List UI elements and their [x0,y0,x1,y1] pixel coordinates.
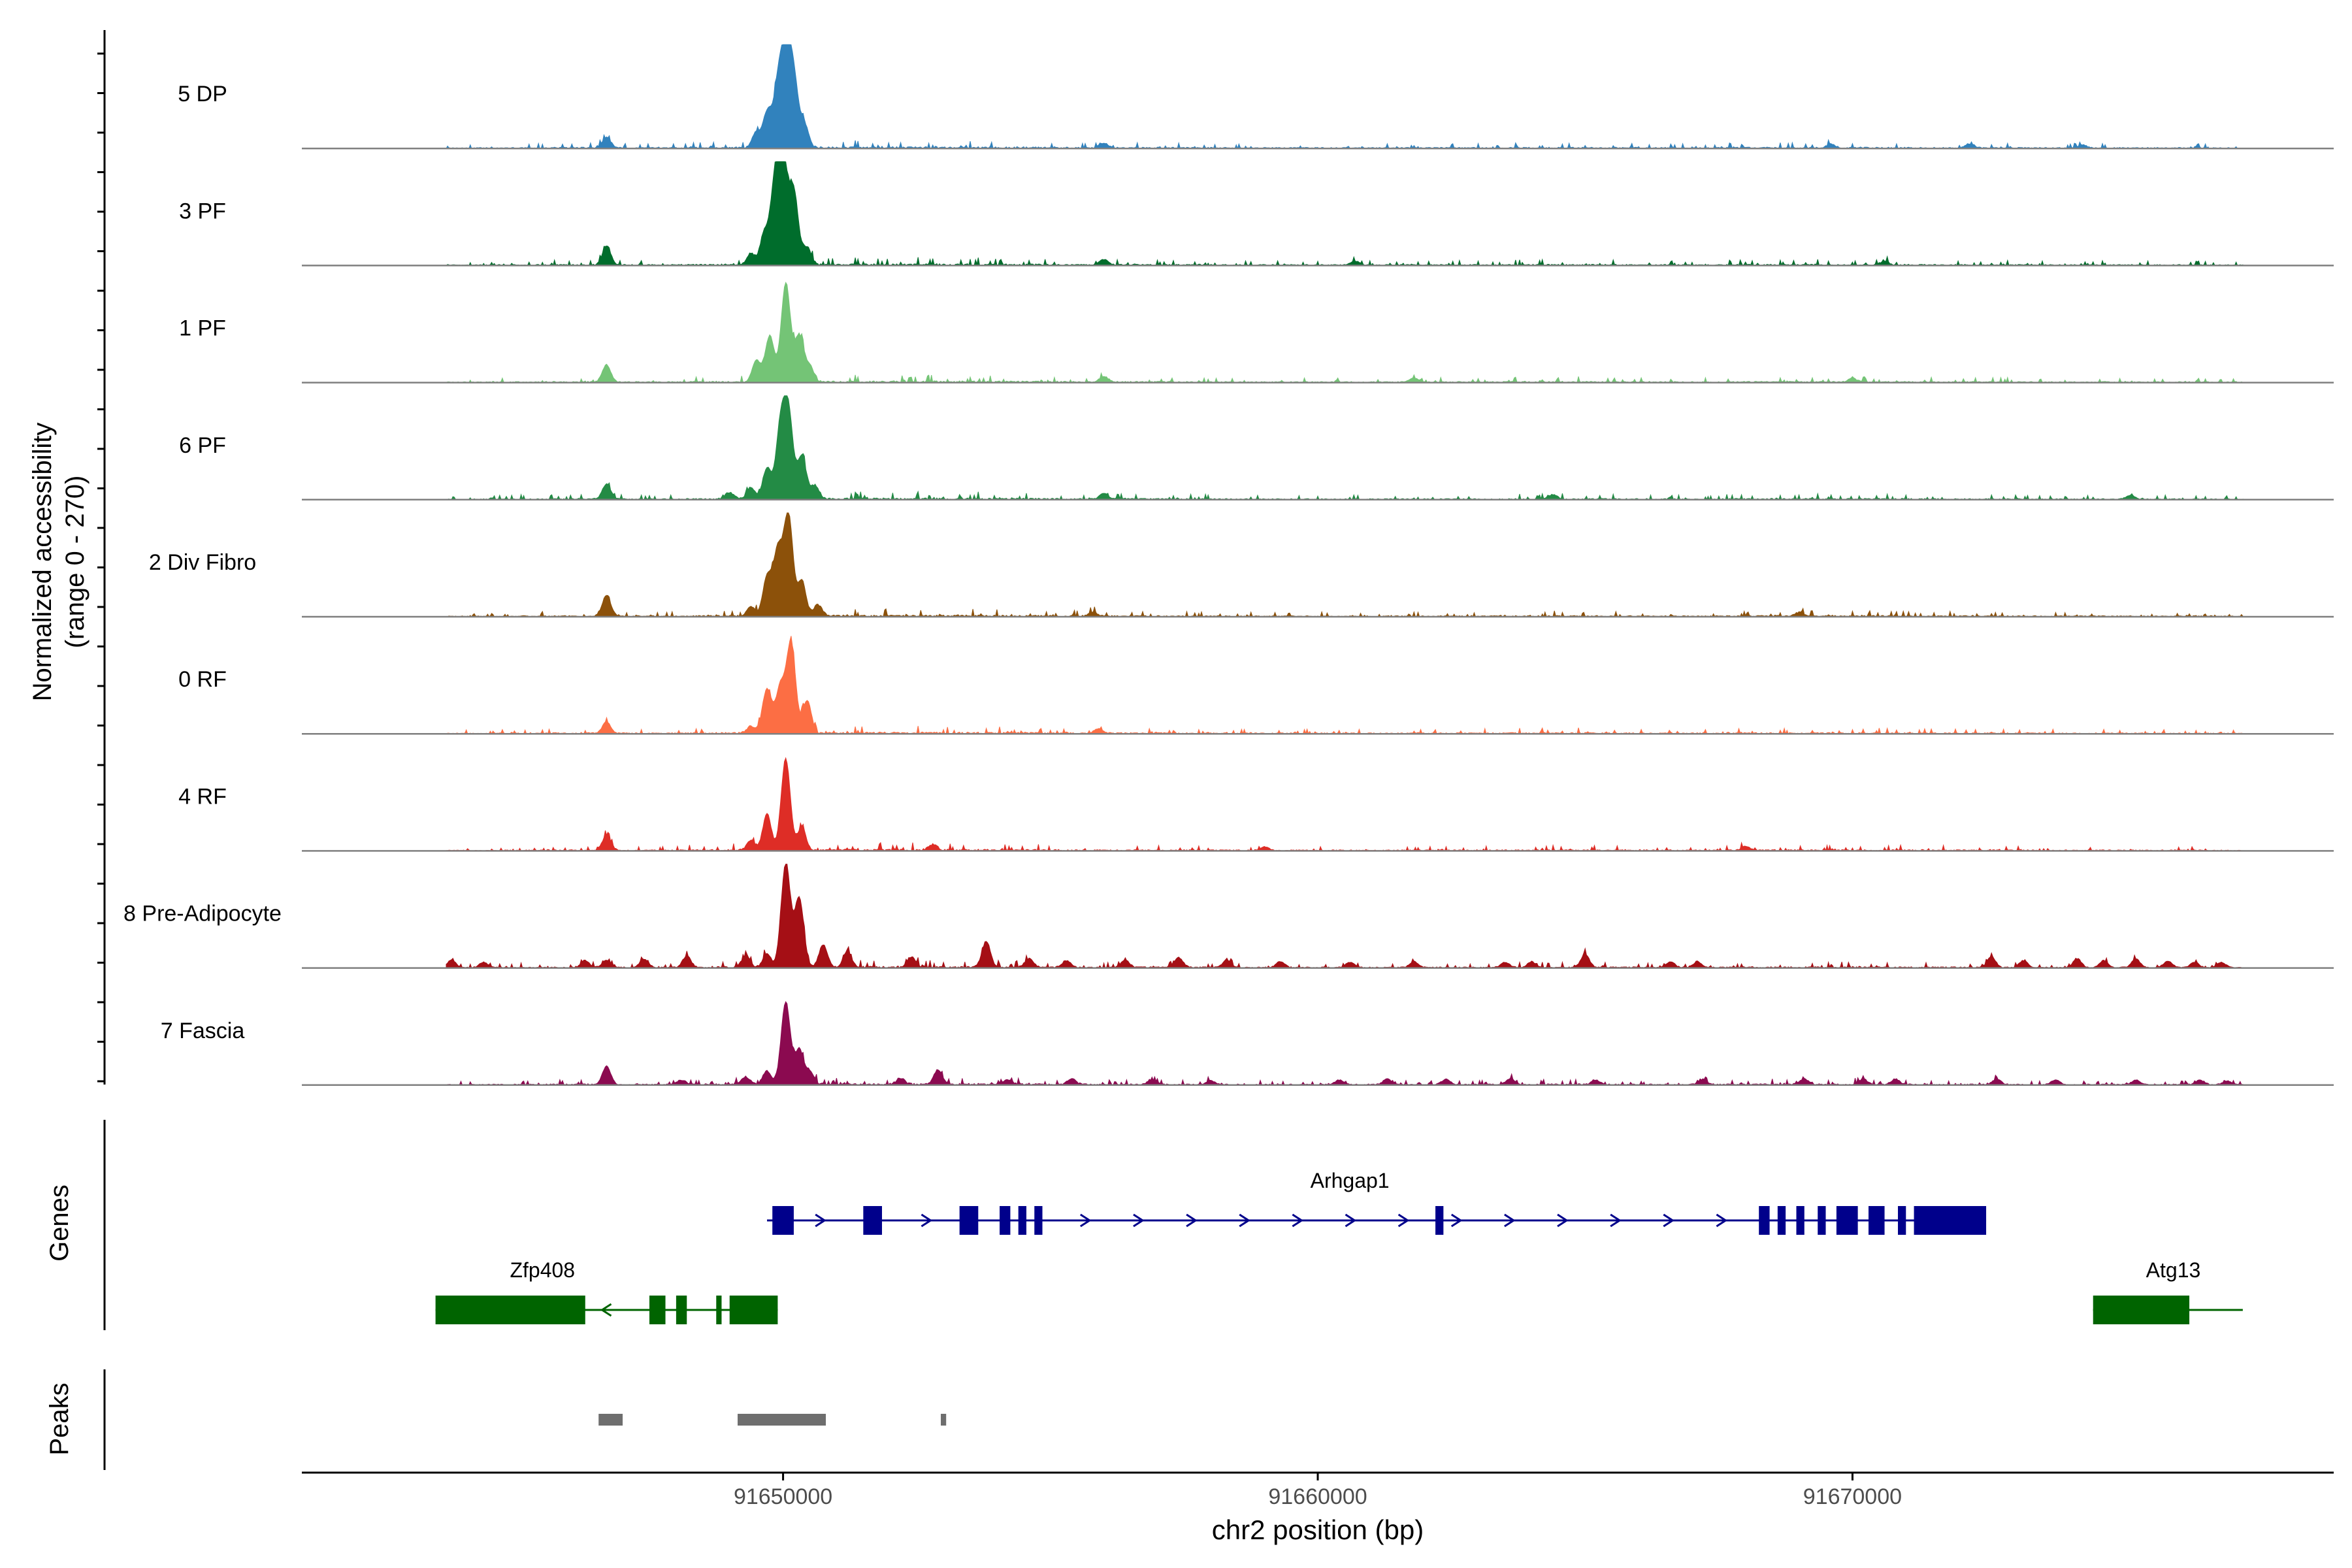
track-label-rf4: 4 RF [178,784,227,809]
gene-exon [1034,1206,1043,1235]
gene-exon [649,1296,666,1324]
gene-exon [959,1206,979,1235]
x-tick-label: 91670000 [1803,1484,1902,1509]
coverage-track-pre8: 8 Pre-Adipocyte [123,864,2334,969]
coverage-track-pf6: 6 PF [179,395,2334,501]
gene-exon [1914,1206,1987,1235]
strand-arrow [815,1213,826,1228]
strand-arrow [1079,1213,1092,1228]
y-axis-title-line2: (range 0 - 270) [61,476,90,649]
track-label-rf0: 0 RF [178,667,227,692]
strand-arrow [921,1213,933,1228]
x-tick-label: 91650000 [734,1484,832,1509]
genes-section-label: Genes [45,1184,74,1262]
x-tick-label: 91660000 [1268,1484,1367,1509]
gene-exon [863,1206,882,1235]
x-axis: 91650000 91660000 91670000 [302,1471,2334,1509]
peaks-section-label: Peaks [45,1382,74,1455]
gene-exon [435,1296,585,1324]
strand-arrow [600,1303,612,1317]
track-label-pf6: 6 PF [179,433,226,458]
gene-exon [1777,1206,1786,1235]
gene-exon [729,1296,778,1324]
strand-arrow [1450,1213,1463,1228]
gene-exon [1796,1206,1805,1235]
coverage-tracks: 5 DP 3 PF 1 PF 6 PF 2 Div Fibro 0 RF 4 RF 8 Pre… [97,30,2334,1086]
gene-exon [1435,1206,1444,1235]
peak-region [598,1414,623,1426]
strand-arrow [1239,1213,1250,1228]
strand-arrow [1292,1213,1304,1228]
coverage-track-fas7: 7 Fascia [161,1001,2334,1086]
peaks-track [103,1369,947,1470]
gene-exon [1897,1206,1906,1235]
coverage-track-pf3: 3 PF [179,161,2334,267]
gene-exon [772,1206,794,1235]
gene-label-atg13: Atg13 [2146,1258,2201,1282]
strand-arrow [1610,1213,1622,1228]
coverage-track-rf4: 4 RF [178,757,2334,852]
track-label-dp5: 5 DP [178,82,227,106]
gene-exon [676,1296,687,1324]
strand-arrow [1133,1213,1145,1228]
coverage-area-rf0 [446,636,2244,735]
coverage-track-dp5: 5 DP [178,44,2334,150]
coverage-track-div2: 2 Div Fibro [149,512,2334,618]
coverage-track-rf0: 0 RF [178,636,2334,735]
strand-arrow [1345,1213,1357,1228]
gene-exon [1000,1206,1011,1235]
gene-exon [2093,1296,2190,1324]
gene-exon [1018,1206,1026,1235]
strand-arrow [1504,1213,1516,1228]
strand-arrow [1397,1213,1410,1228]
coverage-track-pf1: 1 PF [179,282,2334,384]
gene-exon [1759,1206,1770,1235]
gene-exon [1836,1206,1858,1235]
y-axis-title-line1: Normalized accessibility [28,423,57,702]
peak-region [941,1414,947,1426]
gene-label-arhgap1: Arhgap1 [1311,1169,1390,1192]
gene-zfp408: Zfp408 [435,1258,778,1324]
track-label-pf3: 3 PF [179,199,226,223]
gene-exon [1868,1206,1885,1235]
strand-arrow [1557,1213,1569,1228]
x-axis-title: chr2 position (bp) [1212,1514,1424,1545]
gene-arhgap1: Arhgap1 [767,1169,1987,1235]
track-label-div2: 2 Div Fibro [149,550,256,575]
gene-label-zfp408: Zfp408 [510,1258,575,1282]
strand-arrow [1186,1213,1198,1228]
track-label-pf1: 1 PF [179,316,226,341]
peak-region [738,1414,826,1426]
track-label-pre8: 8 Pre-Adipocyte [123,902,282,926]
track-label-fas7: 7 Fascia [161,1019,245,1043]
strand-arrow [1663,1213,1675,1228]
gene-exon [1818,1206,1826,1235]
gene-atg13: Atg13 [2093,1258,2243,1324]
strand-arrow [1716,1213,1728,1228]
gene-annotation-track: Arhgap1 Zfp408 Atg13 [103,1120,2243,1330]
gene-exon [716,1296,722,1324]
